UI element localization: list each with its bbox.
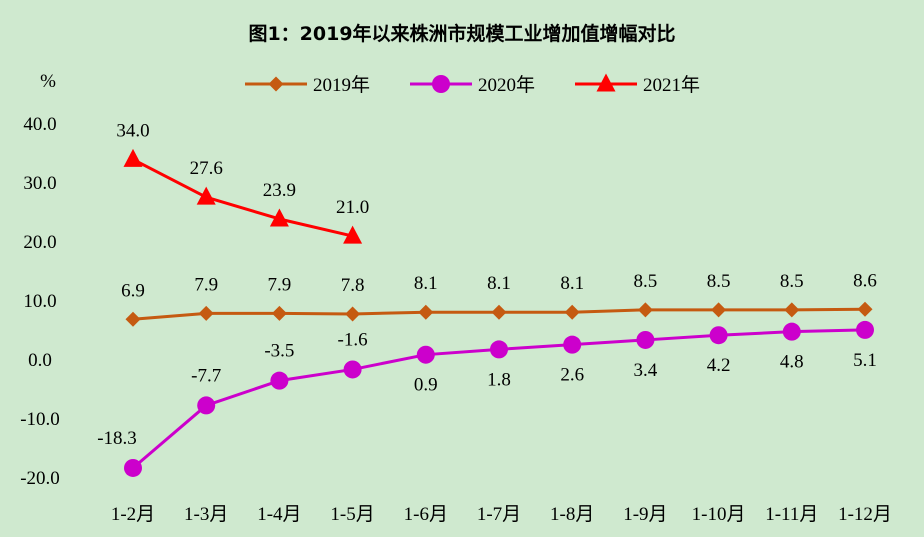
y-axis-unit: % — [40, 71, 56, 92]
data-label: -3.5 — [264, 341, 294, 362]
data-point — [125, 311, 141, 327]
legend-marker-diamond — [268, 76, 284, 92]
data-label: 7.9 — [194, 274, 218, 295]
data-point — [343, 225, 363, 244]
y-tick-label: 30.0 — [23, 173, 56, 194]
x-tick-label: 1-2月 — [111, 504, 155, 525]
legend-marker-circle — [432, 75, 450, 93]
legend-label: 2020年 — [478, 74, 535, 96]
data-label: 4.8 — [780, 352, 804, 373]
data-label: 0.9 — [414, 375, 438, 396]
x-tick-label: 1-3月 — [184, 504, 228, 525]
data-point — [197, 396, 216, 415]
data-label: 4.2 — [707, 355, 731, 376]
data-point — [491, 304, 507, 320]
data-label: 8.5 — [707, 271, 731, 292]
legend-label: 2021年 — [643, 74, 700, 96]
data-point — [198, 305, 214, 321]
x-tick-label: 1-11月 — [765, 504, 818, 525]
data-label: 2.6 — [560, 365, 584, 386]
data-label: 1.8 — [487, 369, 511, 390]
data-point — [269, 208, 289, 227]
data-point — [564, 304, 580, 320]
x-tick-label: 1-6月 — [404, 504, 448, 525]
data-point — [124, 458, 142, 477]
data-point — [345, 306, 361, 322]
y-tick-label: 0.0 — [28, 350, 52, 371]
data-label: 8.6 — [853, 270, 877, 291]
data-point — [418, 304, 434, 320]
data-label: 5.1 — [853, 350, 877, 371]
plot-area: 6.9 7.9 7.9 7.8 8.1 8.1 8.1 8.5 8.5 8.5 8.6 -18.3 -7… — [97, 120, 877, 477]
data-point — [857, 301, 873, 317]
data-point — [856, 320, 874, 339]
data-point — [563, 335, 582, 354]
x-tick-label: 1-10月 — [692, 504, 746, 525]
data-label: 8.5 — [634, 271, 658, 292]
y-tick-label: 20.0 — [23, 232, 56, 253]
data-point — [271, 305, 287, 321]
x-tick-label: 1-4月 — [257, 504, 301, 525]
legend-label: 2019年 — [313, 74, 370, 96]
x-tick-label: 1-12月 — [838, 504, 892, 525]
data-label: 8.1 — [414, 273, 438, 294]
data-point — [416, 345, 435, 364]
data-label: 8.5 — [780, 271, 804, 292]
data-label: 8.1 — [560, 273, 584, 294]
data-point — [711, 302, 727, 318]
data-label: 8.1 — [487, 273, 511, 294]
legend-marker-triangle — [596, 73, 616, 92]
y-tick-label: -10.0 — [20, 409, 60, 430]
chart-title: 图1：2019年以来株洲市规模工业增加值增幅对比 — [248, 22, 675, 45]
data-label: 21.0 — [336, 197, 369, 218]
data-label: 6.9 — [121, 280, 145, 301]
data-point — [343, 360, 362, 379]
x-tick-label: 1-7月 — [477, 504, 521, 525]
x-tick-label: 1-5月 — [330, 504, 374, 525]
data-label: -7.7 — [191, 365, 221, 386]
legend: 2019年 2020年 2021年 — [245, 73, 700, 96]
data-point — [123, 148, 143, 167]
data-label: -18.3 — [97, 428, 137, 449]
series-line — [132, 158, 353, 238]
data-label: -1.6 — [338, 329, 368, 350]
x-tick-label: 1-8月 — [550, 504, 594, 525]
data-label: 7.8 — [341, 275, 365, 296]
data-point — [270, 371, 289, 390]
data-label: 3.4 — [634, 360, 658, 381]
data-point — [782, 322, 801, 341]
data-label: 23.9 — [263, 180, 296, 201]
data-point — [637, 302, 653, 318]
y-tick-label: 10.0 — [23, 291, 56, 312]
y-tick-label: 40.0 — [23, 114, 56, 135]
x-axis-ticks: 1-2月 1-3月 1-4月 1-5月 1-6月 1-7月 1-8月 1-9月 1-10月 1-1… — [111, 504, 892, 525]
data-label: 7.9 — [268, 274, 292, 295]
x-tick-label: 1-9月 — [623, 504, 667, 525]
data-point — [784, 302, 800, 318]
y-tick-label: -20.0 — [20, 468, 60, 489]
data-point — [636, 330, 655, 349]
y-axis-ticks: 40.0 30.0 20.0 10.0 0.0 -10.0 -20.0 — [20, 114, 60, 489]
data-label: 27.6 — [190, 158, 223, 179]
data-point — [196, 186, 216, 205]
data-point — [709, 326, 728, 345]
data-label: 34.0 — [116, 120, 149, 141]
data-point — [490, 340, 508, 359]
